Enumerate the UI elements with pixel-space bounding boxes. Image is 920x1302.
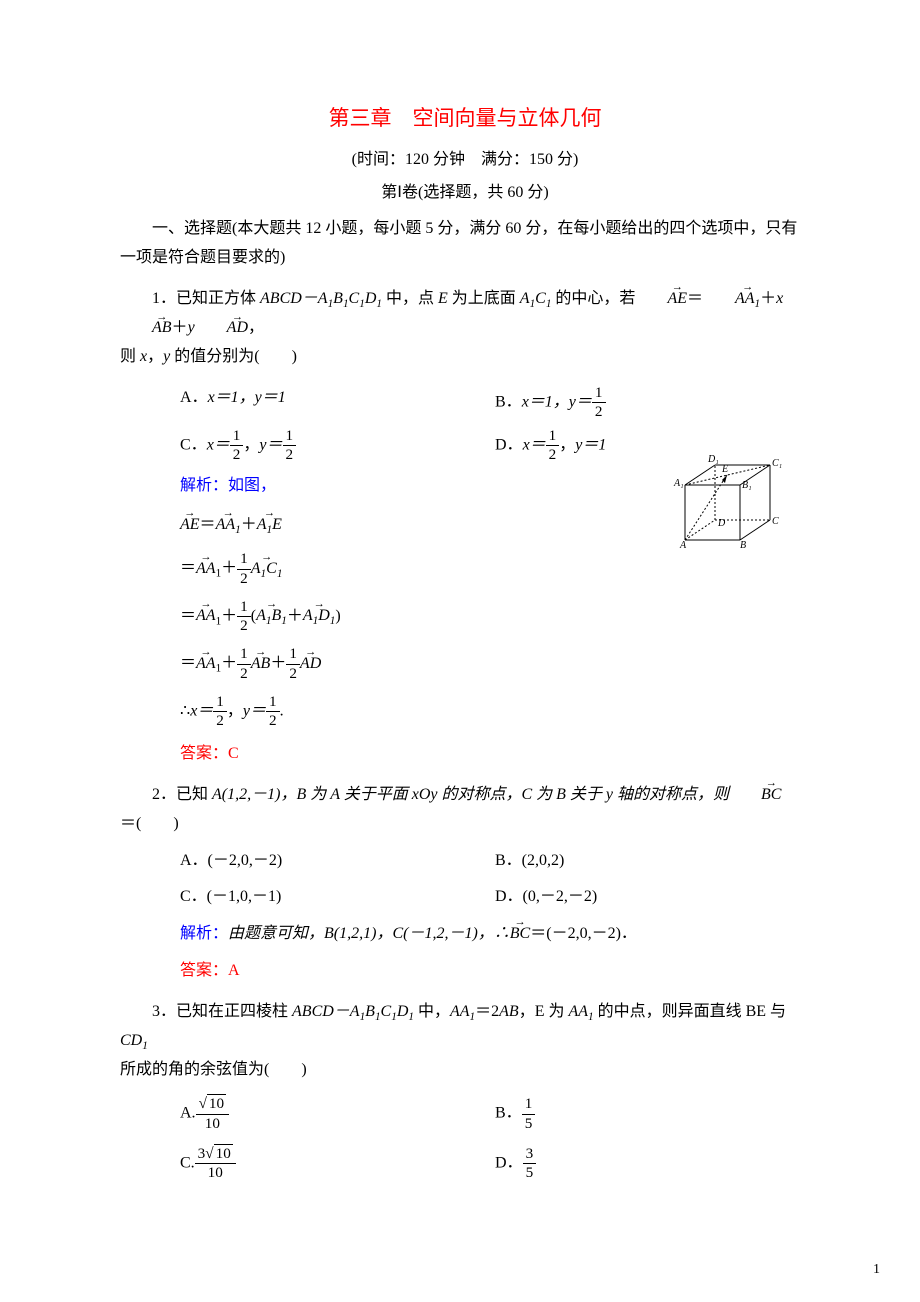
- q2-options: A．(－2,0,－2) B．(2,0,2) C．(－1,0,－1) D．(0,－…: [120, 847, 810, 913]
- section-header: 第Ⅰ卷(选择题，共 60 分): [120, 179, 810, 208]
- svg-text:C₁: C₁: [772, 458, 782, 469]
- q1-opt-a: A．x＝1，y＝1: [180, 384, 495, 413]
- vec-BC: BC: [729, 781, 781, 810]
- time-info: (时间：120 分钟 满分：150 分): [120, 146, 810, 175]
- q2-solution: 解析：由题意可知，B(1,2,1)，C(－1,2,－1)，∴BC＝(－2,0,－…: [120, 920, 810, 949]
- svg-text:B₁: B₁: [742, 480, 752, 491]
- svg-text:E: E: [721, 464, 728, 475]
- chapter-title: 第三章 空间向量与立体几何: [120, 100, 810, 138]
- q3-opt-a: A.√1010: [180, 1095, 495, 1132]
- q1-work3: ＝AA1＋12(A1B1＋A1D1): [120, 598, 810, 635]
- question-3: 3．已知在正四棱柱 ABCD－A1B1C1D1 中，AA1＝2AB，E 为 AA…: [120, 998, 810, 1057]
- svg-text:B: B: [740, 540, 746, 550]
- svg-text:C: C: [772, 516, 779, 527]
- q1-work2: ＝AA1＋12A1C1: [120, 550, 810, 587]
- cube-diagram: A B C D A₁ B₁ C₁ D₁ E: [670, 450, 790, 550]
- q1-cube: ABCD－A1B1C1D1: [260, 290, 382, 307]
- q1-opt-c: C．x＝12，y＝12: [180, 427, 495, 464]
- q1-work4: ＝AA1＋12AB＋12AD: [120, 645, 810, 682]
- q1-top: A1C1: [520, 290, 552, 307]
- q1-prefix: 1．已知正方体: [152, 290, 260, 307]
- q1-opt-b: B．x＝1，y＝12: [495, 384, 810, 427]
- svg-text:A₁: A₁: [673, 478, 684, 489]
- vec-AD: AD: [195, 314, 248, 343]
- page-number: 1: [873, 1257, 880, 1282]
- vec-AB: AB: [120, 314, 172, 343]
- q2-line2: ＝( ): [120, 810, 810, 839]
- vec-AA1: AA1: [703, 285, 760, 314]
- question-2: 2．已知 A(1,2,－1)，B 为 A 关于平面 xOy 的对称点，C 为 B…: [120, 781, 810, 810]
- svg-text:D: D: [717, 518, 726, 529]
- q3-line2: 所成的角的余弦值为( ): [120, 1056, 810, 1085]
- q1-body1: 中，点: [382, 290, 438, 307]
- svg-text:A: A: [679, 540, 687, 550]
- q1-answer: 答案：C: [120, 740, 810, 769]
- q1-e: E: [438, 290, 448, 307]
- q2-opt-c: C．(－1,0,－1): [180, 883, 495, 912]
- q1-body2: 为上底面: [448, 290, 520, 307]
- q1-line2: 则 x，y 的值分别为( ): [120, 343, 810, 372]
- q3-opt-c: C.3√1010: [180, 1145, 495, 1182]
- q2-opt-b: B．(2,0,2): [495, 847, 810, 884]
- instructions: 一、选择题(本大题共 12 小题，每小题 5 分，满分 60 分，在每小题给出的…: [120, 215, 810, 273]
- q2-answer: 答案：A: [120, 957, 810, 986]
- q1-body3: 的中心，若: [551, 290, 635, 307]
- question-1: 1．已知正方体 ABCD－A1B1C1D1 中，点 E 为上底面 A1C1 的中…: [120, 285, 810, 343]
- q3-options: A.√1010 B．15 C.3√1010 D．35: [120, 1095, 810, 1182]
- q2-opt-a: A．(－2,0,－2): [180, 847, 495, 876]
- q3-opt-b: B．15: [495, 1095, 810, 1144]
- q1-conclusion: ∴x＝12，y＝12.: [120, 693, 810, 730]
- svg-text:D₁: D₁: [707, 454, 719, 465]
- q2-opt-d: D．(0,－2,－2): [495, 883, 810, 912]
- vec-AE: AE: [635, 285, 687, 314]
- q3-opt-d: D．35: [495, 1145, 810, 1182]
